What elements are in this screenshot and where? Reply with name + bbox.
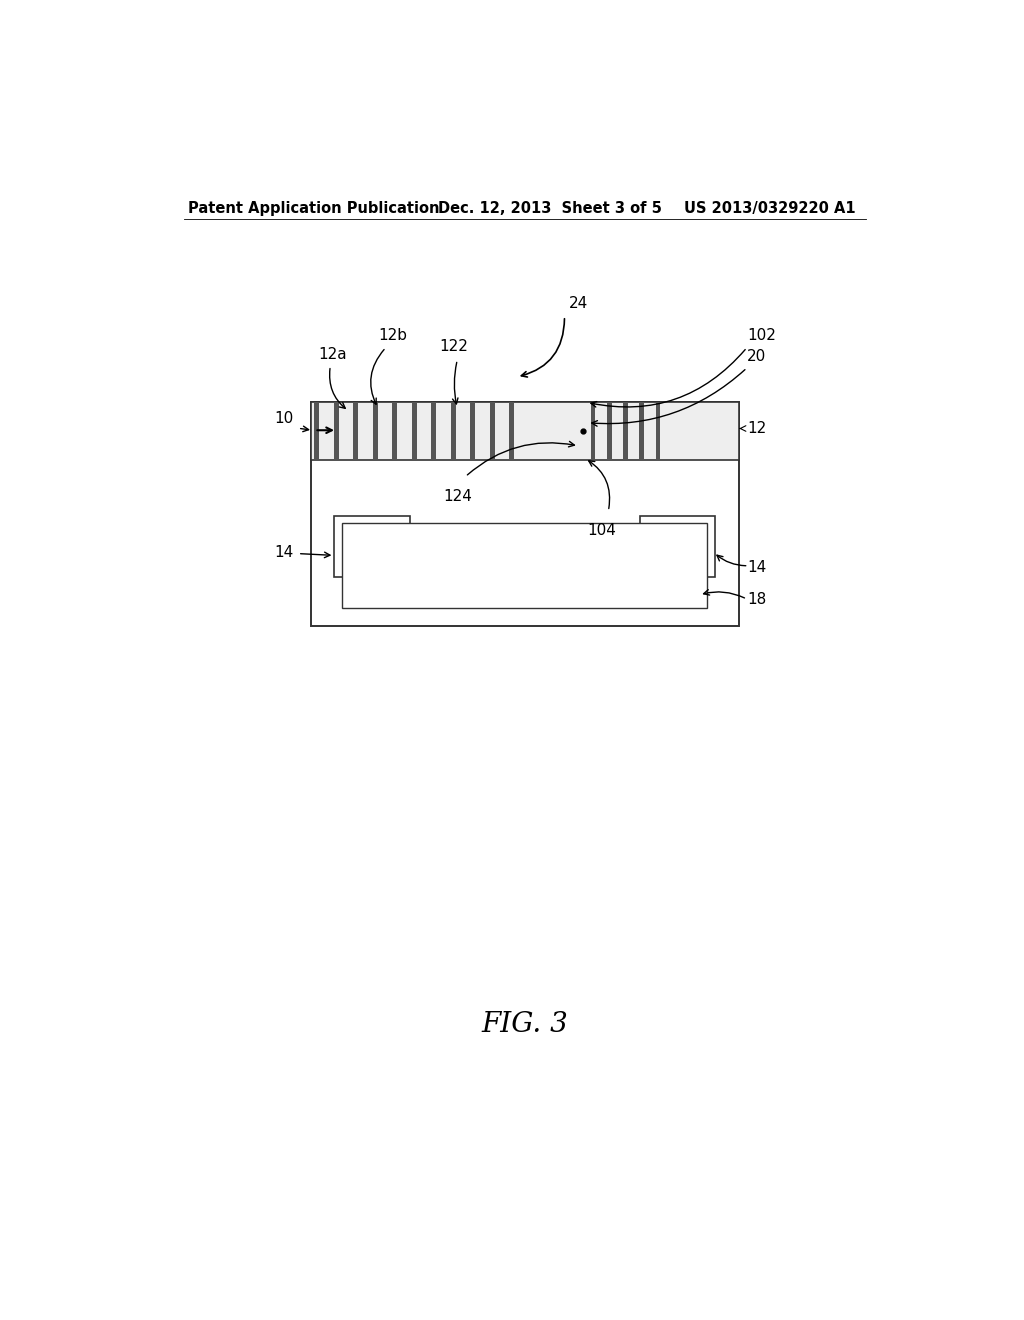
Text: Patent Application Publication: Patent Application Publication: [187, 201, 439, 216]
Text: 18: 18: [748, 591, 766, 607]
Text: FIG. 3: FIG. 3: [481, 1011, 568, 1038]
Text: 10: 10: [273, 411, 293, 426]
Bar: [310, 403, 739, 461]
Text: 104: 104: [588, 524, 616, 539]
Bar: [640, 516, 715, 577]
Text: 24: 24: [568, 296, 588, 312]
Bar: [591, 403, 595, 461]
Text: 20: 20: [748, 348, 766, 364]
Bar: [392, 403, 397, 461]
Text: US 2013/0329220 A1: US 2013/0329220 A1: [684, 201, 855, 216]
Bar: [451, 403, 456, 461]
Bar: [431, 403, 436, 461]
Bar: [353, 403, 358, 461]
Bar: [310, 403, 739, 626]
Text: 14: 14: [748, 560, 766, 576]
Bar: [655, 403, 660, 461]
Bar: [373, 403, 378, 461]
Text: 12: 12: [748, 421, 766, 436]
Bar: [342, 523, 708, 607]
Bar: [314, 403, 319, 461]
Text: 14: 14: [273, 545, 293, 560]
Text: 124: 124: [443, 488, 472, 504]
Text: 122: 122: [439, 338, 468, 354]
Bar: [639, 403, 644, 461]
Bar: [334, 403, 339, 461]
Bar: [509, 403, 514, 461]
Bar: [607, 403, 611, 461]
Bar: [489, 403, 495, 461]
Bar: [412, 403, 417, 461]
Bar: [624, 403, 628, 461]
Text: 102: 102: [748, 329, 776, 343]
Bar: [470, 403, 475, 461]
Text: 12b: 12b: [378, 329, 407, 343]
Bar: [334, 516, 410, 577]
Text: Dec. 12, 2013  Sheet 3 of 5: Dec. 12, 2013 Sheet 3 of 5: [437, 201, 662, 216]
Text: 12a: 12a: [318, 347, 347, 362]
